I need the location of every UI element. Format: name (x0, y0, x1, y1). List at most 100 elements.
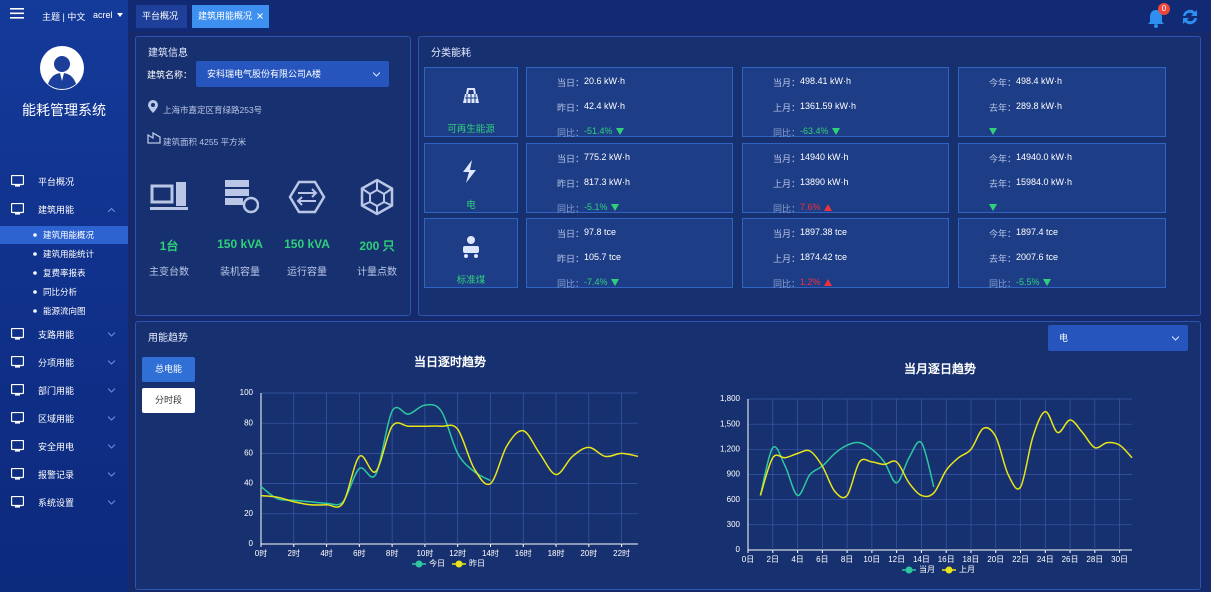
trend-panel: 用能趋势 (135, 321, 1201, 590)
item-value: 817.3 kW·h (584, 177, 631, 187)
item-label: 今年： (989, 229, 1017, 239)
panel-title: 用能趋势 (148, 333, 188, 344)
notification-badge[interactable]: 0 (1158, 3, 1170, 15)
submenu-item[interactable]: 建筑用能统计 (43, 249, 95, 259)
menu-icon[interactable] (11, 328, 24, 340)
stat-value: 150 kVA (217, 237, 263, 251)
area-icon (147, 132, 161, 144)
menu-item[interactable]: 系统设置 (38, 498, 75, 508)
menu-item[interactable]: 平台概况 (38, 177, 75, 187)
select-caret[interactable] (1172, 336, 1179, 341)
menu-chevron[interactable] (108, 444, 115, 449)
menu-icon[interactable] (11, 175, 24, 187)
trend-arrow (824, 204, 832, 211)
item-label: 今年： (989, 78, 1017, 88)
app-title: 能耗管理系统 (22, 102, 106, 118)
sidebar (0, 0, 128, 592)
menu-icon[interactable] (11, 440, 24, 452)
menu-item[interactable]: 建筑用能 (38, 205, 75, 215)
submenu-dot (33, 233, 37, 237)
item-value: -7.4% (584, 277, 608, 287)
stat-icon (150, 182, 188, 210)
menu-chevron[interactable] (108, 472, 115, 477)
item-label: 当月： (773, 229, 801, 239)
menu-icon[interactable] (11, 384, 24, 396)
tab-close[interactable] (257, 13, 263, 19)
trend-button[interactable]: 总电能 (142, 357, 195, 382)
item-label: 去年： (989, 254, 1017, 264)
item-value: 15984.0 kW·h (1016, 177, 1073, 187)
item-value: 1897.4 tce (1016, 227, 1059, 237)
tab[interactable]: 建筑用能概况 (192, 5, 269, 28)
item-value: 20.6 kW·h (584, 76, 626, 86)
menu-item[interactable]: 支路用能 (38, 330, 75, 340)
user-menu[interactable]: acrel (93, 10, 113, 20)
tab[interactable]: 平台概况 (136, 5, 187, 28)
item-label: 当日： (557, 229, 585, 239)
item-value: 775.2 kW·h (584, 152, 631, 162)
theme-language[interactable]: 主题 | 中文 (42, 12, 86, 22)
menu-icon[interactable] (11, 356, 24, 368)
submenu-dot (33, 290, 37, 294)
user-caret[interactable] (117, 13, 123, 17)
submenu-item[interactable]: 复费率报表 (43, 268, 86, 278)
menu-active-bg (0, 226, 128, 244)
menu-chevron[interactable] (108, 416, 115, 421)
value-cell (958, 143, 1166, 213)
menu-icon[interactable] (11, 468, 24, 480)
item-label: 当月： (773, 154, 801, 164)
item-value: -5.1% (584, 202, 608, 212)
select-caret[interactable] (373, 72, 380, 77)
value-cell (742, 67, 949, 137)
item-value: 14940 kW·h (800, 152, 849, 162)
building-select[interactable]: 安科瑞电气股份有限公司A楼 (196, 61, 389, 87)
category-name: 可再生能源 (447, 124, 495, 135)
submenu-item[interactable]: 建筑用能概况 (43, 230, 95, 240)
menu-chevron[interactable] (108, 332, 115, 337)
item-label: 同比： (773, 279, 801, 289)
name-label: 建筑名称： (147, 70, 193, 80)
menu-chevron[interactable] (108, 388, 115, 393)
menu-item[interactable]: 分项用能 (38, 358, 75, 368)
trend-arrow (616, 128, 624, 135)
stat-value: 200 只 (359, 239, 395, 253)
menu-toggle[interactable] (10, 7, 24, 19)
refresh[interactable] (1180, 7, 1200, 27)
item-label: 当日： (557, 154, 585, 164)
item-value: 42.4 kW·h (584, 101, 626, 111)
item-value: -51.4% (584, 126, 613, 136)
area: 建筑面积 4255 平方米 (163, 137, 247, 147)
menu-icon[interactable] (11, 203, 24, 215)
value-cell (742, 143, 949, 213)
menu-chevron[interactable] (108, 500, 115, 505)
menu-icon[interactable] (11, 412, 24, 424)
category-icon (463, 88, 479, 103)
trend-arrow (1043, 279, 1051, 286)
menu-item[interactable]: 区域用能 (38, 414, 75, 424)
menu-item[interactable]: 安全用电 (38, 442, 75, 452)
menu-chevron[interactable] (108, 360, 115, 365)
item-value: 1.2% (800, 277, 821, 287)
item-label: 同比： (773, 204, 801, 214)
energy-select[interactable]: 电 (1048, 325, 1188, 351)
menu-item[interactable]: 报警记录 (38, 470, 75, 480)
item-label: 今年： (989, 154, 1017, 164)
category-cell (424, 143, 518, 213)
value-cell (958, 67, 1166, 137)
panel-title: 分类能耗 (431, 48, 471, 59)
menu-chevron[interactable] (108, 207, 115, 212)
trend-button[interactable]: 分时段 (142, 388, 195, 413)
stat-icon (225, 180, 259, 214)
submenu-item[interactable]: 能源流向图 (43, 306, 86, 316)
menu-icon[interactable] (11, 496, 24, 508)
trend-arrow (611, 204, 619, 211)
item-value: 14940.0 kW·h (1016, 152, 1073, 162)
item-label: 当月： (773, 78, 801, 88)
item-label: 去年： (989, 103, 1017, 113)
item-value: 1897.38 tce (800, 227, 848, 237)
item-label: 上月： (773, 254, 801, 264)
menu-item[interactable]: 部门用能 (38, 386, 75, 396)
submenu-item[interactable]: 同比分析 (43, 287, 78, 297)
trend-arrow (989, 128, 997, 135)
